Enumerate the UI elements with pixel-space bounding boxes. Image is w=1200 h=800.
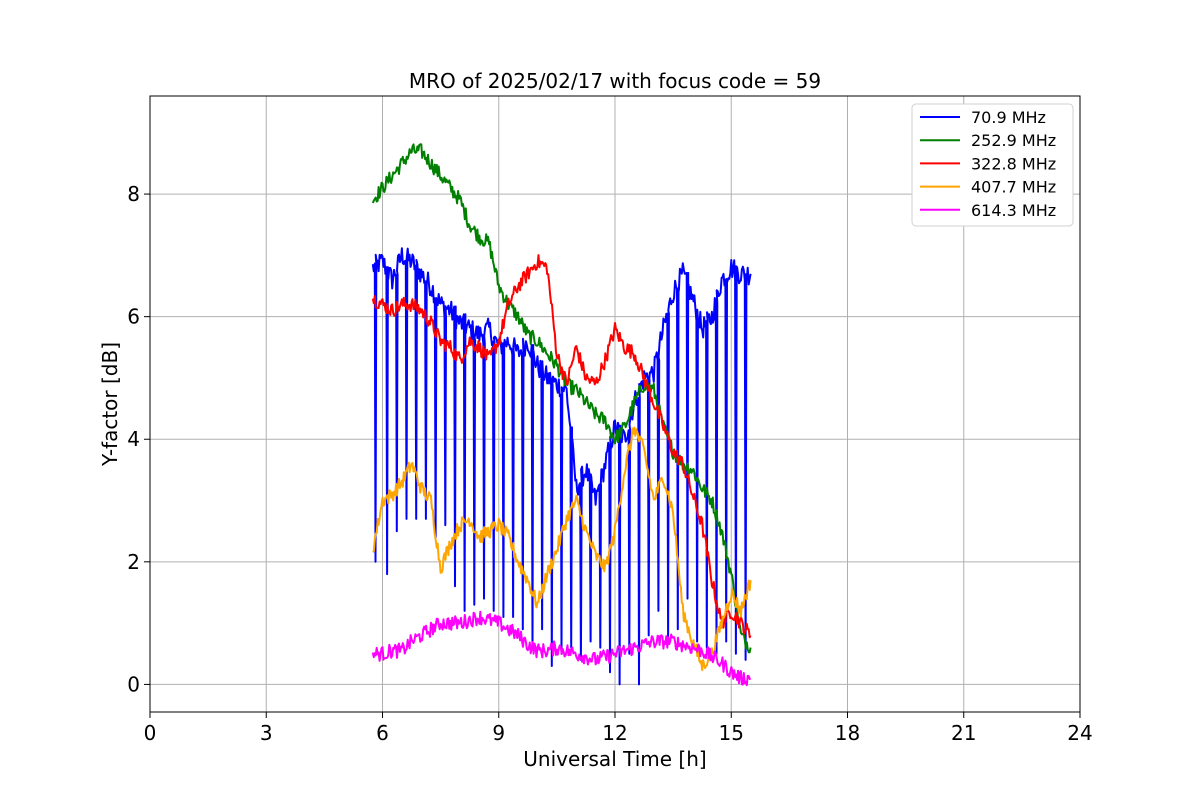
y-tick-label: 4 xyxy=(127,427,140,451)
y-axis-title: Y-factor [dB] xyxy=(98,342,122,467)
series-line-4 xyxy=(371,610,752,687)
legend-label: 252.9 MHz xyxy=(971,131,1056,150)
x-tick-label: 6 xyxy=(376,721,389,745)
series-layer xyxy=(371,143,752,687)
x-tick-label: 21 xyxy=(951,721,976,745)
x-tick-label: 18 xyxy=(835,721,860,745)
x-tick-label: 9 xyxy=(492,721,505,745)
series-line-2 xyxy=(371,254,752,639)
legend-label: 322.8 MHz xyxy=(971,154,1056,173)
x-tick-label: 12 xyxy=(602,721,627,745)
y-tick-label: 6 xyxy=(127,305,140,329)
legend-box xyxy=(911,103,1074,227)
y-tick-label: 0 xyxy=(127,672,140,696)
legend: 70.9 MHz 252.9 MHz 322.8 MHz 407.7 MHz 614.3… xyxy=(911,103,1074,227)
series-line-0 xyxy=(371,247,752,686)
x-tick-label: 24 xyxy=(1067,721,1092,745)
chart-title: MRO of 2025/02/17 with focus code = 59 xyxy=(409,69,821,93)
x-axis-title: Universal Time [h] xyxy=(523,747,706,771)
y-tick-label: 2 xyxy=(127,550,140,574)
series-line-3 xyxy=(372,426,752,672)
y-tick-label: 8 xyxy=(127,182,140,206)
legend-label: 407.7 MHz xyxy=(971,178,1056,197)
x-tick-label: 15 xyxy=(719,721,744,745)
x-tick-label: 3 xyxy=(260,721,273,745)
legend-label: 614.3 MHz xyxy=(971,201,1056,220)
legend-label: 70.9 MHz xyxy=(971,108,1046,127)
x-tick-label: 0 xyxy=(144,721,157,745)
